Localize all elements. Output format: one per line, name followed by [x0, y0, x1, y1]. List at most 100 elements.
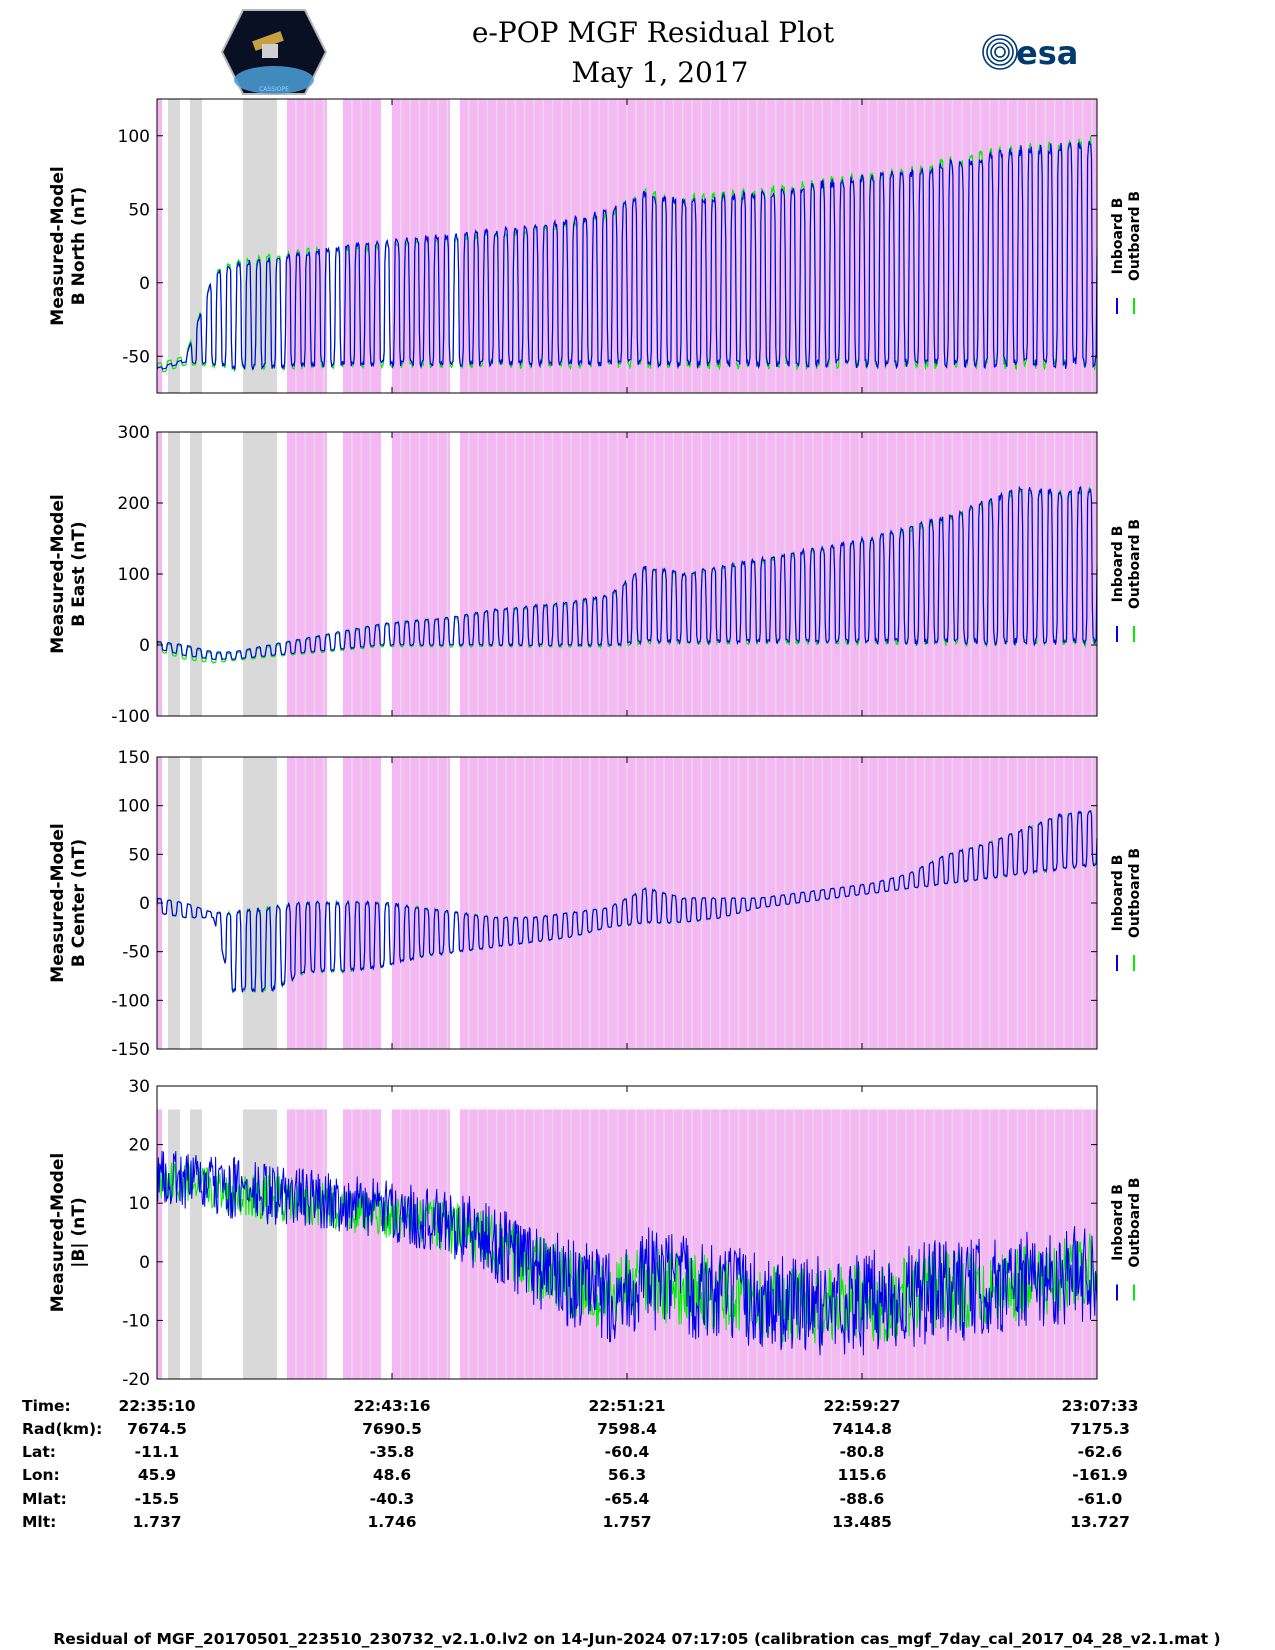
shade-band [1053, 432, 1056, 716]
y-axis-label: Measured-Model [48, 494, 68, 653]
shading-bands [157, 757, 1097, 1049]
shade-band [1063, 757, 1065, 1049]
shade-band [877, 757, 879, 1049]
shade-band [960, 1109, 963, 1379]
y-tick-label: 0 [139, 1253, 150, 1273]
shade-band [821, 757, 823, 1049]
shade-band [709, 432, 712, 716]
shade-band [886, 1109, 889, 1379]
shade-band [1053, 99, 1056, 393]
chart-panel-1: -50 0 50 100 Measured-Model B North (nT) Inboa… [48, 98, 1143, 394]
shade-band [914, 757, 916, 1049]
shade-band [747, 432, 749, 716]
shade-band [709, 1109, 712, 1379]
shade-band [951, 757, 954, 1049]
shade-band [369, 1109, 372, 1379]
shade-band [460, 757, 1097, 1049]
shade-band [579, 432, 582, 716]
shade-band [322, 432, 325, 716]
shade-band [295, 432, 297, 716]
shade-band [1072, 99, 1075, 393]
shade-band [495, 432, 498, 716]
shade-band [486, 757, 489, 1049]
shade-band [287, 1109, 327, 1379]
y-tick-label: -100 [111, 707, 150, 727]
shade-band [867, 1109, 870, 1379]
shade-band [895, 757, 898, 1049]
x-info-cell: 7598.4 [597, 1420, 657, 1438]
shade-band [700, 432, 703, 716]
shade-band [313, 432, 316, 716]
legend-label-outboard: Outboard B [1127, 191, 1143, 281]
y-axis-label: |B| (nT) [69, 1197, 89, 1268]
shade-band [369, 757, 372, 1049]
x-info-row-label: Time: [22, 1397, 71, 1415]
shade-band [313, 1109, 316, 1379]
x-info-cell: 1.737 [132, 1513, 181, 1531]
x-info-cell: -62.6 [1078, 1443, 1123, 1461]
shade-band [514, 757, 517, 1049]
shade-band [747, 99, 749, 393]
shade-band [1044, 1109, 1047, 1379]
x-info-row-label: Rad(km): [22, 1420, 102, 1438]
y-tick-label: 10 [128, 1194, 150, 1214]
shade-band [793, 99, 796, 393]
shade-band [351, 99, 353, 393]
shade-band [579, 1109, 582, 1379]
shade-band [1072, 757, 1075, 1049]
shade-band [313, 99, 316, 393]
shade-band [709, 757, 712, 1049]
shade-band [243, 757, 277, 1049]
shade-band [914, 1109, 916, 1379]
shade-band [867, 757, 870, 1049]
shade-band [533, 432, 535, 716]
x-info-cell: 7175.3 [1070, 1420, 1130, 1438]
shade-band [616, 432, 619, 716]
shade-band [598, 1109, 600, 1379]
shade-band [765, 757, 768, 1049]
shade-band [719, 757, 721, 1049]
legend-label-outboard: Outboard B [1127, 848, 1143, 938]
shade-band [168, 99, 180, 393]
shade-band [616, 1109, 619, 1379]
shade-band [523, 432, 526, 716]
shade-band [468, 99, 470, 393]
shade-band [719, 99, 721, 393]
shade-band [351, 757, 353, 1049]
y-tick-label: -50 [122, 347, 150, 367]
shade-band [505, 1109, 507, 1379]
y-tick-label: 50 [128, 200, 150, 220]
shade-band [400, 757, 402, 1049]
shade-band [793, 757, 796, 1049]
chart-panel-2: -100 0 100 200 300 Measured-Model B East (nT) I… [48, 423, 1143, 727]
shade-band [654, 757, 656, 1049]
shade-band [437, 757, 439, 1049]
y-tick-label: 30 [128, 1077, 150, 1097]
shade-band [830, 432, 833, 716]
x-info-cell: -35.8 [370, 1443, 415, 1461]
y-tick-label: -20 [122, 1370, 150, 1390]
x-info-cell: 7414.8 [832, 1420, 892, 1438]
shade-band [446, 1109, 449, 1379]
x-info-cell: -161.9 [1072, 1466, 1127, 1484]
shade-band [598, 757, 600, 1049]
shade-band [663, 757, 665, 1049]
shade-band [409, 1109, 411, 1379]
shade-band [960, 432, 963, 716]
x-info-cell: -65.4 [605, 1490, 650, 1508]
y-tick-label: 100 [118, 127, 150, 147]
x-info-cell: -80.8 [840, 1443, 885, 1461]
shade-band [1053, 1109, 1056, 1379]
shade-band [400, 99, 402, 393]
y-axis-label: Measured-Model [48, 1153, 68, 1312]
x-info-cell: 7690.5 [362, 1420, 422, 1438]
shade-band [598, 99, 600, 393]
shade-band [1035, 757, 1037, 1049]
shade-band [979, 1109, 982, 1379]
shade-band [570, 757, 572, 1049]
shade-band [988, 432, 991, 716]
shade-band [709, 99, 712, 393]
x-info-cell: 13.485 [832, 1513, 892, 1531]
shade-band [1044, 757, 1047, 1049]
shade-band [644, 99, 647, 393]
